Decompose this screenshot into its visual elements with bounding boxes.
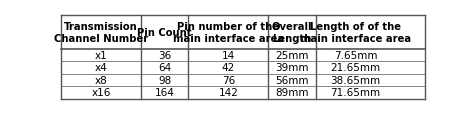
Text: 71.65mm: 71.65mm <box>330 88 381 98</box>
Text: 7.65mm: 7.65mm <box>334 51 377 60</box>
Text: 21.65mm: 21.65mm <box>330 63 381 73</box>
Text: 42: 42 <box>222 63 235 73</box>
Text: x8: x8 <box>95 75 108 85</box>
Text: Transmission
Channel Number: Transmission Channel Number <box>54 22 148 44</box>
Text: 142: 142 <box>219 88 238 98</box>
Text: x1: x1 <box>95 51 108 60</box>
Text: x4: x4 <box>95 63 108 73</box>
Text: 64: 64 <box>158 63 172 73</box>
Text: 38.65mm: 38.65mm <box>330 75 381 85</box>
Text: 56mm: 56mm <box>275 75 309 85</box>
Text: 39mm: 39mm <box>275 63 309 73</box>
Text: Pin number of the
main interface area: Pin number of the main interface area <box>173 22 284 44</box>
Text: Pin Count: Pin Count <box>137 28 192 38</box>
Text: 98: 98 <box>158 75 172 85</box>
Text: 36: 36 <box>158 51 172 60</box>
Text: 76: 76 <box>222 75 235 85</box>
Text: Overall
Length: Overall Length <box>272 22 312 44</box>
Text: 89mm: 89mm <box>275 88 309 98</box>
Text: 164: 164 <box>155 88 175 98</box>
Text: Length of of the
main interface area: Length of of the main interface area <box>300 22 411 44</box>
Text: x16: x16 <box>91 88 111 98</box>
Text: 14: 14 <box>222 51 235 60</box>
Text: 25mm: 25mm <box>275 51 309 60</box>
